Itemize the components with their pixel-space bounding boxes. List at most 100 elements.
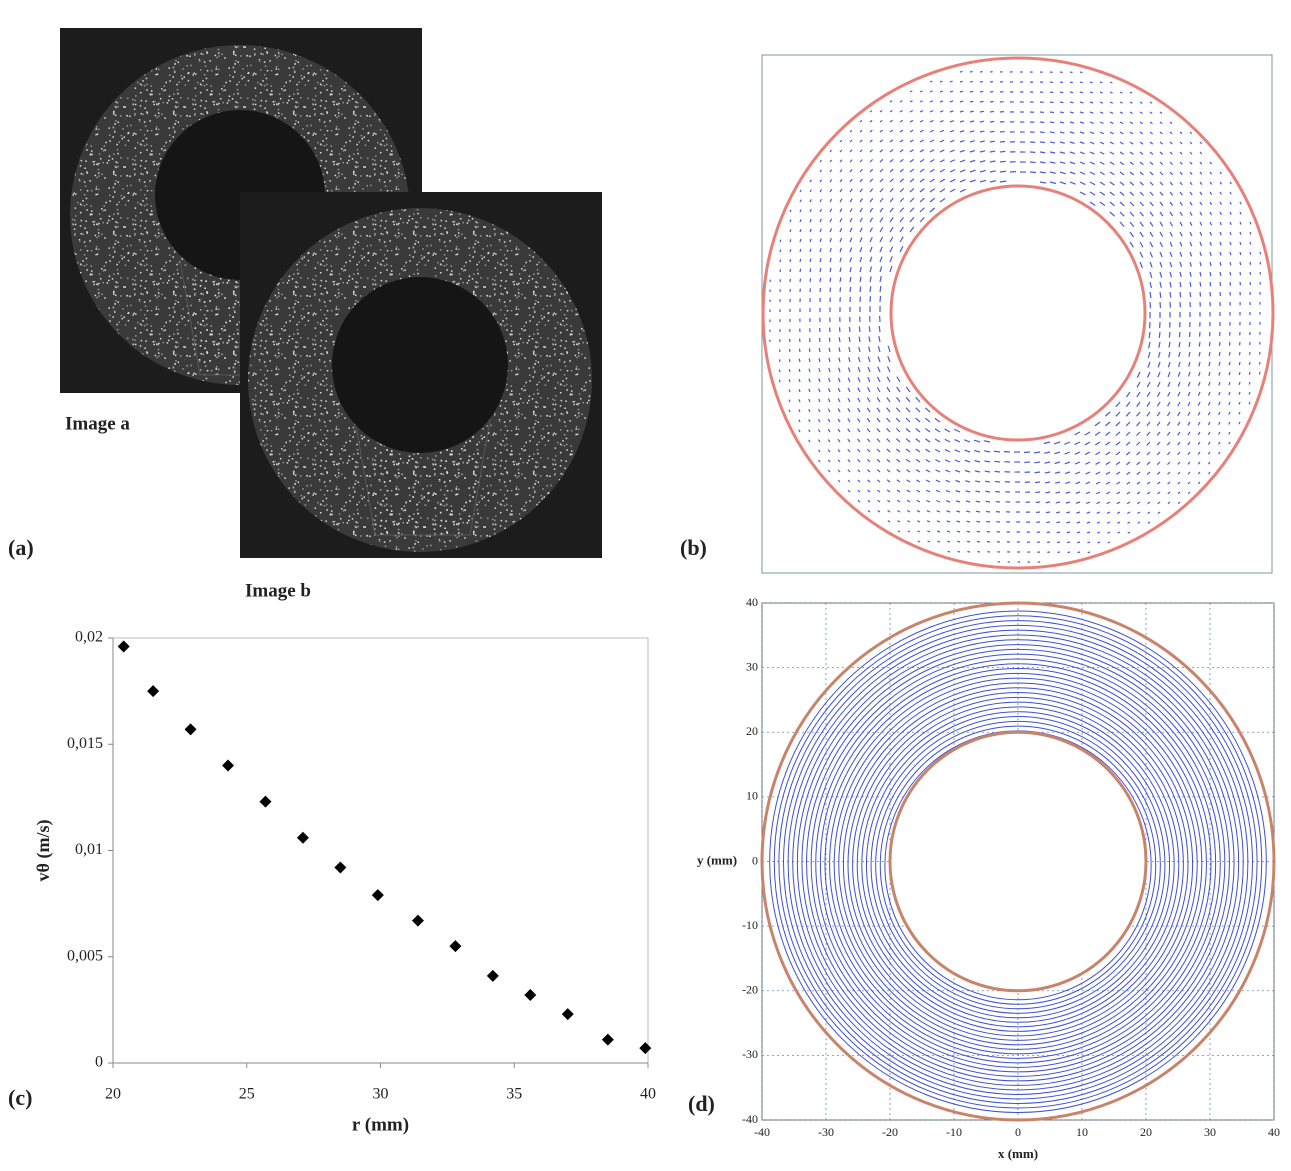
vector — [847, 438, 851, 443]
vector — [1096, 511, 1101, 514]
vector — [899, 149, 904, 153]
vector — [877, 509, 881, 513]
vector — [949, 149, 955, 153]
vector — [899, 217, 904, 223]
vector — [849, 159, 853, 163]
vector-field — [769, 70, 1262, 563]
vector — [1129, 141, 1134, 145]
vector — [1166, 441, 1171, 446]
vector — [876, 428, 881, 433]
vector — [936, 510, 941, 513]
vector — [859, 247, 863, 253]
vector — [876, 448, 881, 453]
vector — [1187, 381, 1191, 387]
vector — [1094, 421, 1101, 427]
vector — [818, 358, 821, 363]
x-axis-label: r (mm) — [352, 1114, 409, 1135]
vector — [889, 217, 894, 223]
vector — [1199, 281, 1202, 287]
vector — [1136, 471, 1141, 475]
vector — [899, 226, 904, 233]
vector — [905, 407, 911, 413]
streamline — [875, 720, 1161, 1010]
vector — [829, 238, 832, 243]
vector — [1095, 491, 1101, 495]
vector — [934, 428, 941, 433]
vector — [887, 345, 891, 353]
data-point — [222, 759, 235, 772]
vector — [1044, 471, 1051, 474]
vector — [1079, 71, 1083, 74]
vector — [1179, 251, 1183, 257]
vector — [1079, 141, 1085, 145]
vector — [867, 356, 871, 363]
vector — [1149, 221, 1154, 227]
vector — [1238, 381, 1241, 386]
vector — [915, 417, 921, 423]
vector — [1159, 181, 1164, 186]
vector — [1109, 191, 1115, 196]
vector — [1199, 231, 1203, 236]
data-point — [486, 969, 499, 982]
vector — [896, 386, 901, 393]
vector — [818, 337, 821, 343]
vector — [849, 257, 852, 263]
vector — [909, 197, 915, 203]
vector — [1039, 171, 1046, 174]
vector — [919, 90, 923, 93]
vector — [949, 100, 954, 103]
vector — [1249, 231, 1252, 235]
vector — [1179, 141, 1183, 145]
vector — [1229, 241, 1232, 246]
vector — [1177, 501, 1181, 505]
vector — [779, 239, 782, 243]
vector — [1069, 131, 1075, 134]
vector — [1105, 481, 1111, 485]
vector — [1229, 281, 1232, 286]
vector — [1189, 221, 1193, 227]
vector — [847, 428, 851, 433]
streamline — [838, 682, 1198, 1046]
vector — [1129, 91, 1133, 94]
vector — [1209, 201, 1213, 206]
vector — [859, 168, 863, 173]
vector — [1219, 231, 1222, 236]
vector — [1187, 451, 1191, 455]
vector — [905, 458, 911, 463]
vector — [1169, 261, 1173, 268]
vector — [798, 419, 801, 423]
vector — [818, 347, 821, 353]
vector — [1079, 111, 1084, 114]
vector — [879, 168, 884, 173]
vector — [829, 208, 833, 213]
vector — [1179, 151, 1183, 155]
vector — [1156, 471, 1161, 475]
vector — [859, 198, 863, 203]
vector — [877, 346, 881, 353]
vector — [1208, 341, 1211, 347]
vector — [858, 336, 861, 343]
vector — [1229, 211, 1232, 215]
x-tick-label: 25 — [239, 1086, 255, 1103]
vector — [869, 129, 873, 133]
vector — [989, 160, 996, 163]
vector — [809, 238, 812, 243]
vector — [1197, 471, 1201, 475]
vector — [1169, 251, 1173, 258]
vector — [1158, 331, 1161, 338]
x-tick-label: 35 — [506, 1086, 522, 1103]
vector — [1159, 151, 1164, 155]
vector — [1126, 511, 1131, 515]
vector — [1167, 371, 1171, 378]
vector — [819, 218, 822, 223]
vector — [1147, 371, 1151, 378]
vector — [1056, 511, 1061, 514]
vector — [799, 199, 802, 203]
vector — [999, 180, 1007, 183]
vector — [896, 397, 901, 403]
vector — [1159, 141, 1163, 145]
vector — [1089, 101, 1094, 104]
vector — [828, 377, 831, 383]
vector — [1199, 191, 1203, 196]
vector — [1167, 381, 1171, 387]
